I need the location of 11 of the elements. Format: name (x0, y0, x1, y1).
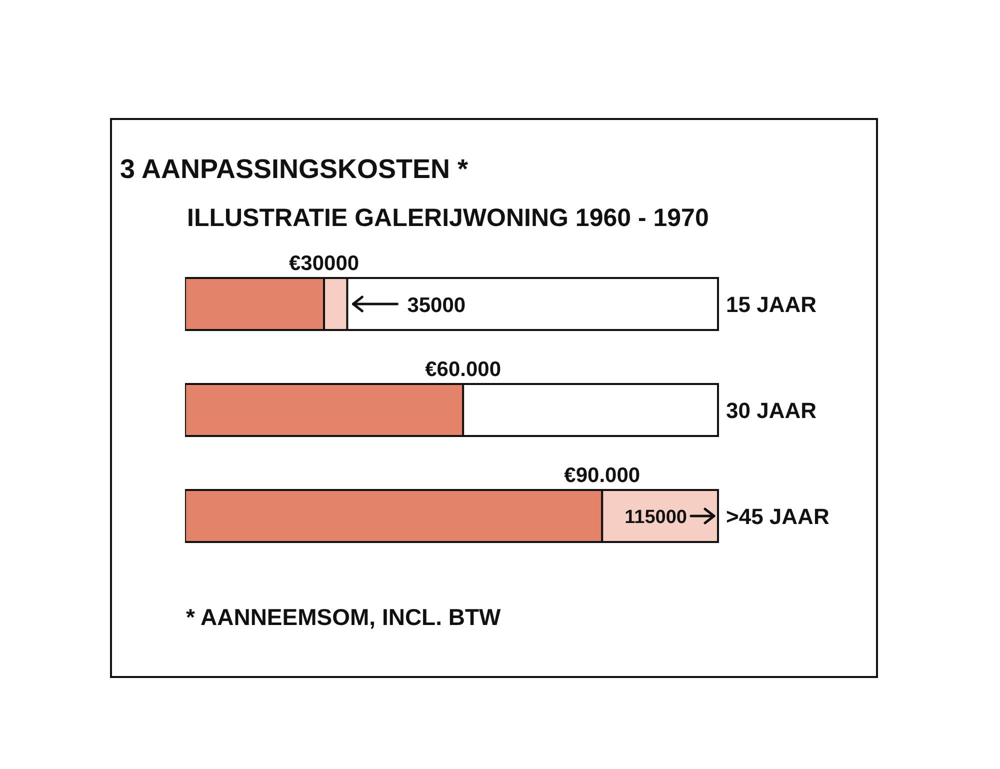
data-label: €30000 (289, 252, 360, 275)
y-tick-label: >45 JAAR (726, 504, 830, 529)
y-tick-label: 15 JAAR (726, 292, 817, 317)
total-label: 35000 (407, 294, 466, 317)
data-label: €90.000 (564, 464, 640, 487)
text: * AANNEEMSOM, INCL. BTW (186, 604, 501, 631)
chart-subtitle: ILLUSTRATIE GALERIJWONING 1960 - 1970 (187, 204, 709, 233)
data-label: €60.000 (425, 358, 502, 381)
y-tick-label: 30 JAAR (726, 398, 817, 423)
chart-title: 3 AANPASSINGSKOSTEN * (120, 154, 468, 185)
total-label: 115000 (624, 507, 687, 528)
